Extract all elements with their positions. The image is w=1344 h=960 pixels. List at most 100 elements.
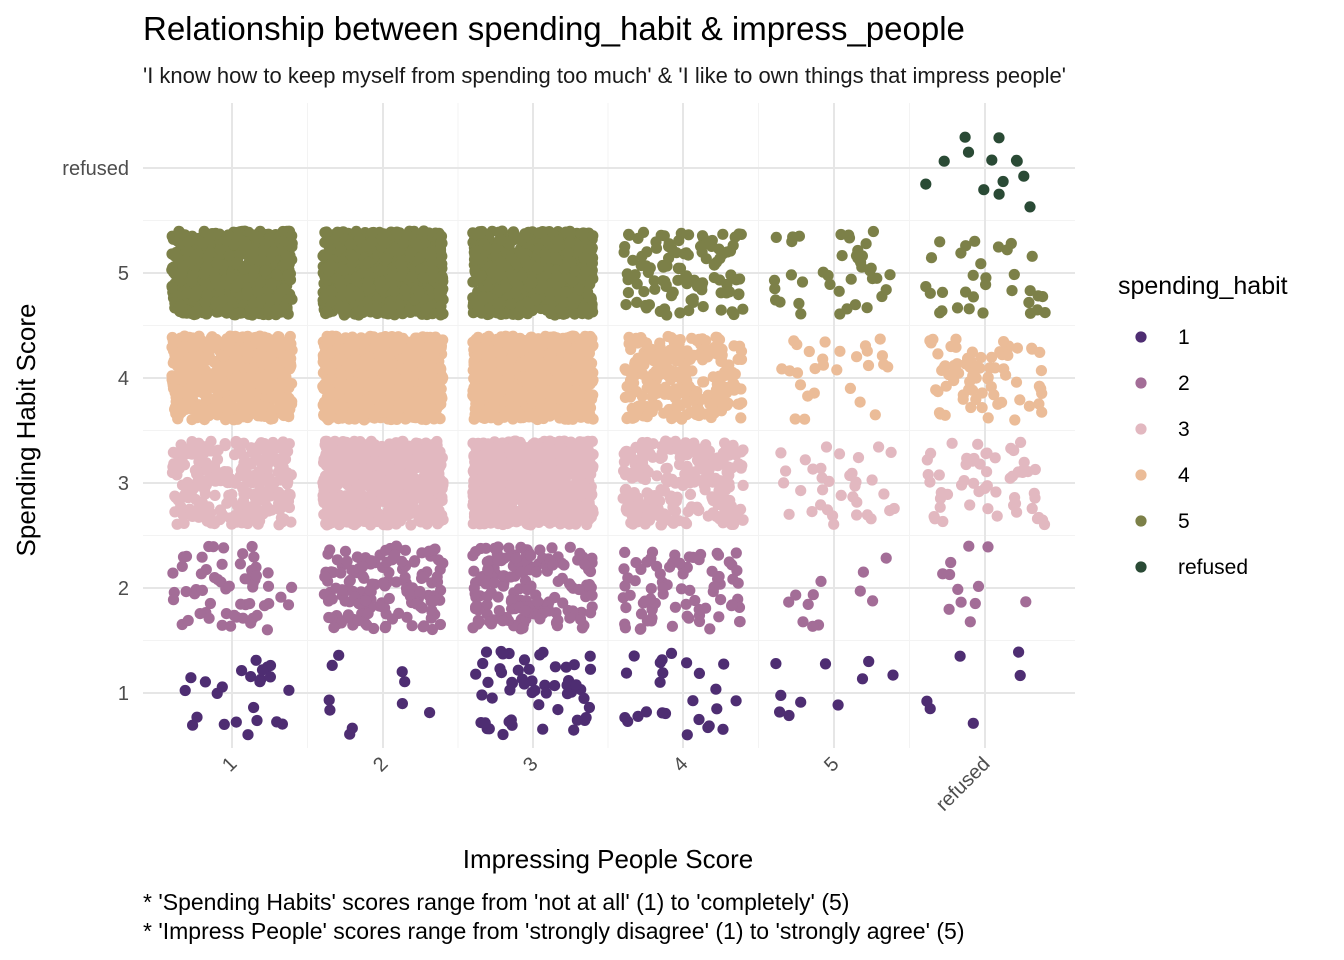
data-point <box>251 348 263 360</box>
data-point <box>209 273 222 285</box>
data-point <box>497 728 509 741</box>
data-point <box>227 392 239 404</box>
data-point <box>387 385 399 397</box>
data-point <box>326 295 338 307</box>
data-point <box>480 646 493 658</box>
data-point <box>236 665 248 677</box>
data-point <box>239 573 251 585</box>
data-point <box>399 413 411 425</box>
data-point <box>218 339 230 351</box>
data-point <box>184 503 196 515</box>
data-point <box>331 554 343 566</box>
points <box>166 131 1051 741</box>
data-point <box>320 226 333 238</box>
data-point <box>231 516 243 528</box>
data-point <box>384 362 397 374</box>
data-point <box>233 383 245 396</box>
data-point <box>383 592 395 605</box>
data-point <box>171 360 184 372</box>
data-point <box>262 332 274 344</box>
data-point <box>366 227 378 239</box>
data-point <box>175 500 187 513</box>
data-point <box>185 256 197 268</box>
data-point <box>431 571 443 583</box>
data-point <box>256 402 268 414</box>
data-point <box>418 571 430 583</box>
data-point <box>250 654 262 666</box>
data-point <box>585 607 597 619</box>
data-point <box>254 485 266 497</box>
data-point <box>271 337 283 349</box>
data-point <box>175 446 187 458</box>
data-point <box>201 289 213 301</box>
data-point <box>211 687 223 700</box>
data-point <box>271 303 283 316</box>
data-point <box>179 386 191 398</box>
data-point <box>394 258 407 270</box>
data-point <box>261 460 273 472</box>
data-point <box>437 372 449 384</box>
data-point <box>580 712 592 724</box>
data-point <box>176 560 188 573</box>
data-point <box>191 479 203 492</box>
data-point <box>241 286 253 298</box>
data-point <box>207 541 219 553</box>
data-point <box>564 612 576 624</box>
data-point <box>339 545 352 557</box>
data-point <box>407 462 420 474</box>
data-point <box>182 245 194 257</box>
data-point <box>360 595 372 607</box>
data-point <box>534 613 546 625</box>
data-point <box>370 303 382 315</box>
data-point <box>505 571 517 583</box>
data-point <box>179 684 191 697</box>
data-point <box>414 585 426 598</box>
data-point <box>237 548 249 560</box>
data-point <box>245 458 257 470</box>
data-point <box>573 583 585 596</box>
data-point <box>196 584 208 597</box>
data-point <box>410 237 422 249</box>
data-point <box>326 659 338 672</box>
data-point <box>579 558 591 571</box>
data-point <box>482 676 494 689</box>
data-point <box>232 278 244 290</box>
data-point <box>325 364 337 376</box>
data-point <box>351 551 363 563</box>
data-point <box>432 411 444 423</box>
data-point <box>239 345 251 357</box>
chart-title: Relationship between spending_habit & im… <box>143 10 965 47</box>
data-point <box>240 239 252 252</box>
data-point <box>418 376 430 388</box>
data-point <box>178 330 191 342</box>
data-point <box>191 711 203 723</box>
data-point <box>336 409 348 421</box>
data-point <box>386 301 398 313</box>
data-point <box>547 559 559 571</box>
data-point <box>349 353 361 365</box>
data-point <box>401 611 413 623</box>
data-point <box>338 301 350 313</box>
data-point <box>330 582 342 594</box>
data-point <box>506 719 518 731</box>
data-point <box>281 478 293 490</box>
data-point <box>167 594 180 606</box>
data-point <box>368 455 380 467</box>
data-point <box>196 501 209 513</box>
data-point <box>374 276 387 288</box>
data-point <box>177 307 189 319</box>
data-point <box>470 601 482 613</box>
data-point <box>221 477 234 489</box>
data-point <box>323 611 335 624</box>
data-point <box>283 395 295 408</box>
data-point <box>331 506 343 518</box>
data-point <box>229 449 241 461</box>
data-point <box>200 511 212 523</box>
data-point <box>250 515 262 527</box>
data-point <box>383 566 395 579</box>
data-point <box>399 284 411 296</box>
data-point <box>176 479 189 491</box>
data-point <box>240 331 252 344</box>
data-point <box>223 580 235 592</box>
data-point <box>401 229 413 241</box>
